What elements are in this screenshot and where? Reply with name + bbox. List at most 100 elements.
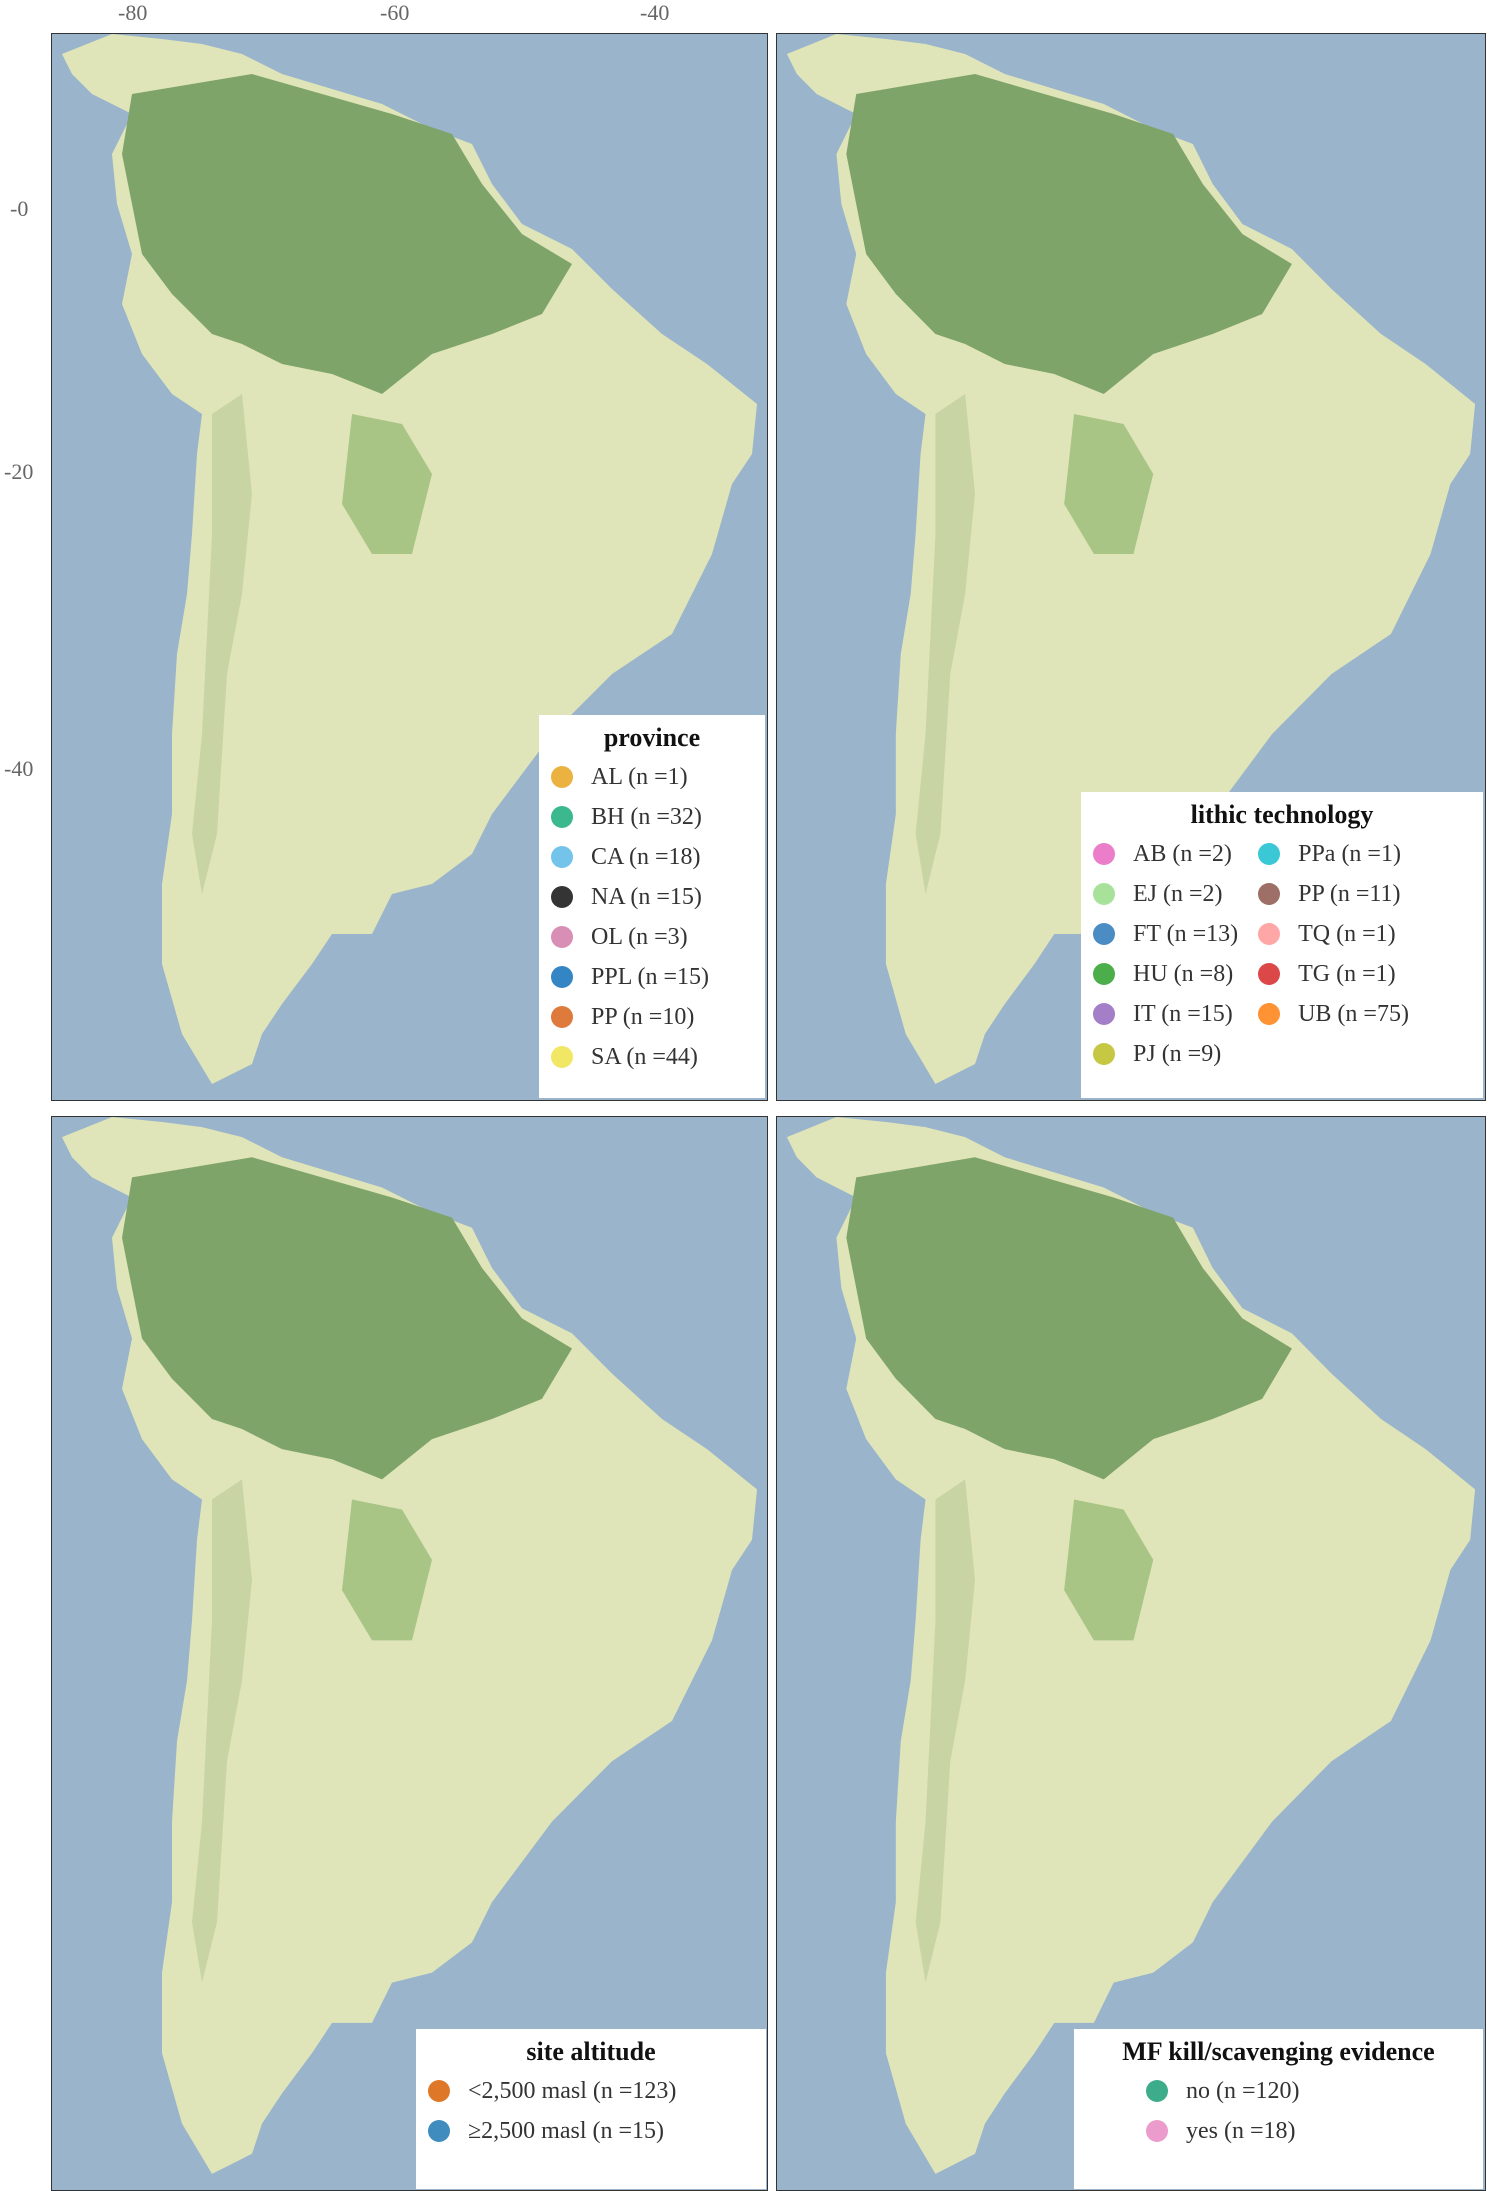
legend-swatch: [428, 2080, 450, 2102]
map-panel-mf: MF kill/scavenging evidence no (n =120) …: [776, 1116, 1486, 2191]
legend-swatch: [1258, 883, 1281, 905]
legend-item: yes (n =18): [1086, 2111, 1471, 2151]
legend-item: AB (n =2): [1093, 834, 1238, 874]
legend-label: PPL (n =15): [591, 963, 709, 990]
legend-item: AL (n =1): [551, 757, 753, 797]
legend-province: province AL (n =1) BH (n =32) CA (n =18)…: [539, 715, 765, 1098]
legend-label: BH (n =32): [591, 803, 702, 830]
forest-cover: [122, 1157, 572, 1480]
map-panel-altitude: site altitude <2,500 masl (n =123) ≥2,50…: [51, 1116, 768, 2191]
legend-title: province: [603, 723, 701, 752]
legend-item: NA (n =15): [551, 877, 753, 917]
andes-ridge: [915, 394, 976, 894]
legend-column: AB (n =2) EJ (n =2) FT (n =13) HU (n =8)…: [1093, 834, 1238, 1074]
legend-label: AL (n =1): [591, 763, 688, 790]
legend-item: PP (n =11): [1258, 874, 1409, 914]
legend-item: <2,500 masl (n =123): [428, 2071, 754, 2111]
legend-title: site altitude: [526, 2037, 656, 2066]
legend-swatch: [1146, 2080, 1168, 2102]
legend-lithic: lithic technology AB (n =2) EJ (n =2) FT…: [1081, 792, 1483, 1098]
legend-column: PPa (n =1) PP (n =11) TQ (n =1) TG (n =1…: [1258, 834, 1409, 1074]
map-panel-province: province AL (n =1) BH (n =32) CA (n =18)…: [51, 33, 768, 1101]
forest-cover: [342, 1499, 432, 1641]
map-svg: [786, 34, 1476, 1084]
legend-label: IT (n =15): [1133, 1000, 1233, 1027]
y-tick-label: -20: [4, 459, 34, 484]
andes-ridge: [915, 1479, 976, 1983]
legend-item: HU (n =8): [1093, 954, 1238, 994]
legend-item: BH (n =32): [551, 797, 753, 837]
legend-item: PP (n =10): [551, 997, 753, 1037]
legend-swatch: [1146, 2120, 1168, 2142]
legend-swatch: [551, 886, 573, 908]
forest-cover: [1064, 414, 1154, 554]
legend-item: PJ (n =9): [1093, 1034, 1238, 1074]
legend-label: PPa (n =1): [1298, 840, 1401, 867]
legend-label: FT (n =13): [1133, 920, 1239, 947]
forest-cover: [846, 74, 1292, 394]
legend-label: SA (n =44): [591, 1043, 698, 1070]
legend-title: lithic technology: [1190, 800, 1374, 829]
legend-item: TG (n =1): [1258, 954, 1409, 994]
legend-swatch: [1258, 1003, 1281, 1025]
legend-label: PJ (n =9): [1133, 1040, 1222, 1067]
map-svg: [786, 1117, 1476, 2174]
legend-swatch: [1258, 923, 1281, 945]
legend-swatch: [1093, 1003, 1115, 1025]
legend-swatch: [1093, 963, 1115, 985]
legend-swatch: [551, 846, 573, 868]
andes-ridge: [192, 394, 252, 894]
map-svg: [62, 34, 757, 1084]
x-tick-label: -40: [640, 0, 670, 25]
legend-item: IT (n =15): [1093, 994, 1238, 1034]
legend-label: PP (n =11): [1298, 880, 1401, 907]
legend-swatch: [428, 2120, 450, 2142]
legend-item: FT (n =13): [1093, 914, 1238, 954]
legend-label: NA (n =15): [591, 883, 702, 910]
legend-item: EJ (n =2): [1093, 874, 1238, 914]
forest-cover: [122, 74, 572, 394]
legend-swatch: [1093, 883, 1115, 905]
legend-label: HU (n =8): [1133, 960, 1234, 987]
y-tick-label: -40: [4, 756, 34, 781]
legend-label: UB (n =75): [1298, 1000, 1409, 1027]
legend-label: ≥2,500 masl (n =15): [468, 2117, 665, 2144]
legend-label: yes (n =18): [1186, 2117, 1296, 2144]
legend-swatch: [551, 966, 573, 988]
andes-ridge: [192, 1479, 252, 1983]
legend-swatch: [1258, 843, 1281, 865]
x-tick-label: -60: [380, 0, 410, 25]
legend-item: ≥2,500 masl (n =15): [428, 2111, 754, 2151]
legend-label: AB (n =2): [1133, 840, 1232, 867]
legend-swatch: [1258, 963, 1281, 985]
legend-altitude: site altitude <2,500 masl (n =123) ≥2,50…: [416, 2029, 766, 2189]
legend-swatch: [551, 806, 573, 828]
legend-rows: AL (n =1) BH (n =32) CA (n =18) NA (n =1…: [551, 757, 753, 1077]
legend-swatch: [1093, 843, 1115, 865]
legend-label: PP (n =10): [591, 1003, 695, 1030]
legend-label: CA (n =18): [591, 843, 701, 870]
legend-mf: MF kill/scavenging evidence no (n =120) …: [1074, 2029, 1483, 2189]
legend-item: UB (n =75): [1258, 994, 1409, 1034]
forest-cover: [1064, 1499, 1154, 1641]
legend-label: <2,500 masl (n =123): [468, 2077, 677, 2104]
x-tick-label: -80: [118, 0, 148, 25]
legend-swatch: [551, 1006, 573, 1028]
legend-label: TQ (n =1): [1298, 920, 1396, 947]
legend-item: no (n =120): [1086, 2071, 1471, 2111]
legend-item: SA (n =44): [551, 1037, 753, 1077]
legend-label: TG (n =1): [1298, 960, 1396, 987]
legend-swatch: [1093, 923, 1115, 945]
forest-cover: [846, 1157, 1292, 1480]
legend-label: EJ (n =2): [1133, 880, 1223, 907]
legend-title: MF kill/scavenging evidence: [1122, 2037, 1435, 2066]
legend-swatch: [551, 1046, 573, 1068]
forest-cover: [342, 414, 432, 554]
legend-item: TQ (n =1): [1258, 914, 1409, 954]
legend-swatch: [551, 766, 573, 788]
legend-item: PPa (n =1): [1258, 834, 1409, 874]
map-svg: [62, 1117, 757, 2174]
legend-item: PPL (n =15): [551, 957, 753, 997]
map-panel-lithic: lithic technology AB (n =2) EJ (n =2) FT…: [776, 33, 1486, 1101]
legend-item: OL (n =3): [551, 917, 753, 957]
